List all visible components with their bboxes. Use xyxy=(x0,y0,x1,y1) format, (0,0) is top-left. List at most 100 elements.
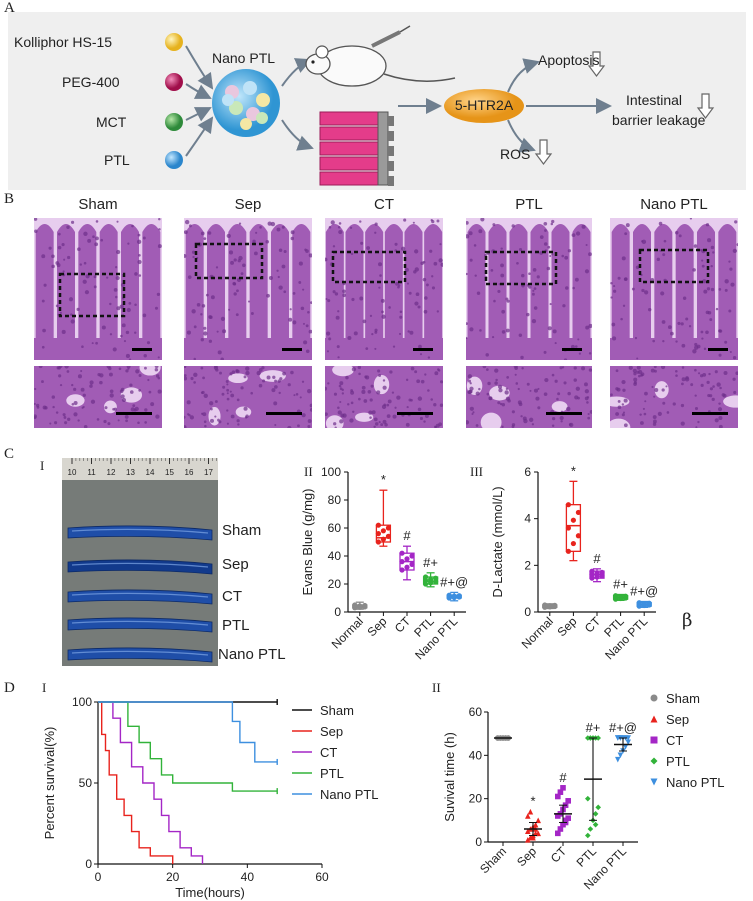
data-point xyxy=(535,830,541,837)
data-point xyxy=(404,556,410,562)
data-point xyxy=(599,569,605,575)
intestine-label-nano-ptl: Nano PTL xyxy=(218,646,286,663)
data-point xyxy=(380,536,386,542)
ruler-tick-label: 17 xyxy=(204,468,213,477)
scale-bar xyxy=(266,412,302,415)
panel-d-sub-i: I xyxy=(42,680,47,695)
panel-c-letter: C xyxy=(4,446,15,462)
data-point xyxy=(409,561,415,567)
apoptosis-label: Apoptosis xyxy=(538,52,600,68)
data-point xyxy=(352,602,358,608)
ruler-tick-label: 12 xyxy=(107,468,116,477)
y-tick-label: 0 xyxy=(524,605,531,619)
survival-line-ct xyxy=(98,701,204,864)
data-point xyxy=(618,594,624,600)
x-tick-label: 20 xyxy=(166,870,180,884)
data-point xyxy=(456,593,462,599)
x-tick-label: Normal xyxy=(329,614,366,651)
significance-mark: # xyxy=(593,551,601,566)
panel-a-letter: A xyxy=(4,0,15,16)
histology-image-ptl xyxy=(466,218,592,360)
data-point xyxy=(433,575,439,581)
input-label-peg: PEG-400 xyxy=(62,74,120,90)
y-tick-label: 0 xyxy=(85,857,92,871)
histology-zoom-ptl xyxy=(466,366,592,428)
schematic-diagram xyxy=(165,25,715,186)
y-tick-label: 6 xyxy=(524,465,531,479)
scale-bar xyxy=(708,348,728,351)
data-point xyxy=(615,756,621,763)
data-point xyxy=(560,785,566,791)
intestine-segment xyxy=(67,647,213,663)
legend-marker xyxy=(650,715,658,723)
data-point xyxy=(589,568,595,574)
significance-mark: * xyxy=(530,794,535,809)
survival-curve-chart: 0 50 100 0 20 40 60 Time(hours) Percent survival… xyxy=(42,695,379,900)
histology-image-sep xyxy=(184,218,312,360)
data-point xyxy=(530,834,536,841)
data-point xyxy=(592,821,599,828)
legend-marker xyxy=(650,778,658,786)
x-axis-label: Time(hours) xyxy=(175,885,245,900)
mct-ball-icon xyxy=(165,113,183,131)
legend-marker xyxy=(650,736,658,744)
data-point xyxy=(375,539,381,545)
leakage-label-line1: Intestinal xyxy=(626,92,683,108)
data-point xyxy=(555,793,561,800)
data-point xyxy=(357,603,363,609)
legend-marker xyxy=(650,694,658,702)
x-tick-label: 40 xyxy=(241,870,255,884)
intestine-label-ct: CT xyxy=(222,588,242,605)
data-point xyxy=(622,743,629,750)
x-tick-label: CT xyxy=(548,844,570,866)
y-tick-label: 40 xyxy=(328,549,342,563)
histology-image-ct xyxy=(325,218,443,360)
data-point xyxy=(565,798,571,804)
scale-bar xyxy=(413,348,433,351)
legend-label: Nano PTL xyxy=(666,775,725,790)
significance-mark: #+@ xyxy=(609,720,637,735)
intestine-photo: 10 11 12 13 14 15 16 17 xyxy=(62,458,218,666)
ruler-tick-label: 16 xyxy=(185,468,194,477)
kolliphor-ball-icon xyxy=(165,33,183,51)
intestine-segment xyxy=(67,617,213,633)
mouse-icon xyxy=(305,25,456,87)
data-point xyxy=(617,752,624,759)
significance-mark: # xyxy=(559,770,567,785)
data-point xyxy=(592,811,599,817)
data-point xyxy=(380,528,386,534)
x-tick-label: Sham xyxy=(477,844,509,876)
input-label-ptl: PTL xyxy=(104,152,130,168)
y-tick-label: 50 xyxy=(79,776,93,790)
data-point xyxy=(532,821,539,828)
y-tick-label: 20 xyxy=(328,577,342,591)
histology-title-ct: CT xyxy=(374,196,394,213)
x-tick-label: 0 xyxy=(95,870,102,884)
data-point xyxy=(409,553,415,559)
y-tick-label: 0 xyxy=(475,835,482,849)
y-tick-label: 40 xyxy=(469,748,483,762)
y-tick-label: 100 xyxy=(321,465,341,479)
x-tick-label: Sep xyxy=(365,614,390,639)
data-point xyxy=(385,525,391,531)
data-point xyxy=(428,576,434,582)
data-point xyxy=(570,517,576,523)
input-label-mct: MCT xyxy=(96,114,127,130)
scale-bar xyxy=(116,412,152,415)
data-point xyxy=(570,540,576,547)
data-point xyxy=(446,592,452,598)
ptl-ball-icon xyxy=(165,151,183,169)
panel-c-sub-ii: II xyxy=(304,464,313,479)
histology-title-ptl: PTL xyxy=(515,196,543,213)
nano-ptl-label: Nano PTL xyxy=(212,50,276,66)
intestine-segment xyxy=(67,589,213,605)
legend-label: PTL xyxy=(320,766,344,781)
significance-mark: #+ xyxy=(586,720,601,735)
histology-zoom-nano-ptl xyxy=(610,366,738,428)
y-tick-label: 60 xyxy=(328,521,342,535)
y-tick-label: 80 xyxy=(328,493,342,507)
x-tick-label: PTL xyxy=(574,844,600,870)
y-tick-label: 4 xyxy=(524,512,531,526)
y-tick-label: 100 xyxy=(72,695,92,709)
